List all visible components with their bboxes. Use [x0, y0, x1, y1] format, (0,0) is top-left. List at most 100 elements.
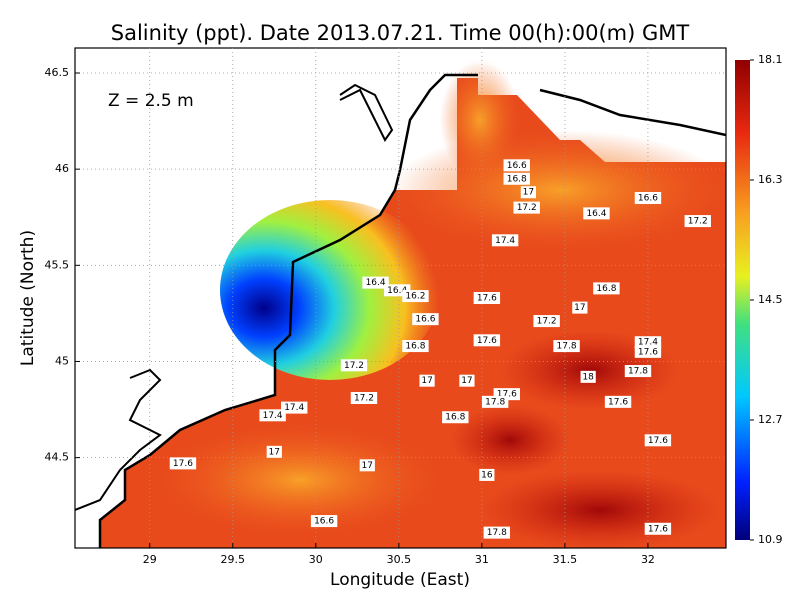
contour-label: 17.6 [648, 524, 668, 534]
contour-label-box [412, 313, 439, 326]
contour-label: 17.4 [638, 338, 658, 348]
contour-label: 16.6 [314, 517, 334, 527]
contour-label-box [340, 359, 368, 372]
contour-label-box [634, 345, 662, 358]
y-tick-label: 45.5 [45, 258, 70, 271]
contour-label: 17.6 [497, 390, 517, 400]
contour-label-box [310, 515, 338, 528]
contour-label-box [503, 159, 530, 172]
colorbar-tick-label: 10.9 [758, 533, 783, 546]
y-tick-label: 46 [55, 162, 69, 175]
contour-label: 17.6 [648, 436, 668, 446]
contour-label: 16.2 [405, 292, 425, 302]
contour-label: 17.2 [537, 317, 557, 327]
colorbar-tick-label: 12.7 [758, 413, 783, 426]
y-tick-label: 44.5 [45, 451, 70, 464]
contour-label: 17.4 [495, 236, 515, 246]
contour-label: 17.4 [284, 403, 304, 413]
depth-annotation: Z = 2.5 m [108, 91, 194, 111]
contour-label-box [350, 392, 378, 404]
contour-label: 17 [461, 376, 472, 386]
contour-label-box [644, 522, 672, 535]
contour-label-box [684, 215, 711, 228]
contour-label: 16.6 [507, 161, 527, 171]
contour-label-box [169, 457, 197, 470]
orange-region [160, 425, 440, 535]
coastline [339, 83, 394, 142]
contour-label-box [593, 282, 620, 295]
x-tick-label: 31 [475, 553, 489, 566]
contour-label-box [479, 468, 495, 481]
contour-label: 17.8 [628, 367, 648, 377]
contour-label-box [644, 434, 672, 447]
contour-label-box [419, 374, 435, 387]
y-tick-label: 46.5 [45, 66, 70, 79]
contour-label: 16.4 [586, 209, 606, 219]
contour-label: 16.8 [405, 342, 425, 352]
contour-label: 16.4 [366, 278, 386, 288]
x-tick-label: 29 [143, 553, 157, 566]
field [75, 60, 726, 548]
contour-label-box [266, 445, 282, 458]
contour-label: 17.6 [608, 397, 628, 407]
y-tick-label: 45 [55, 354, 69, 367]
high-salinity [480, 470, 720, 548]
contour-label-box [359, 459, 375, 472]
colorbar-tick-label: 16.3 [758, 173, 783, 186]
contour-label: 17.6 [477, 336, 497, 346]
contour-label-box [459, 374, 475, 387]
orange-region [440, 60, 520, 180]
contour-label-box [583, 207, 610, 220]
contour-label-box [491, 234, 519, 247]
contour-label-box [402, 340, 429, 353]
contour-label: 17.2 [344, 361, 364, 371]
contour-label-box [259, 409, 286, 422]
contour-label-box [473, 334, 501, 347]
contour-label-box [481, 395, 509, 408]
x-tick-label: 31.5 [553, 553, 578, 566]
contour-label: 17.8 [557, 342, 577, 352]
contour-label: 17.2 [688, 217, 708, 227]
x-tick-label: 29.5 [221, 553, 246, 566]
contour-label: 17.6 [173, 459, 193, 469]
contour-label: 16.6 [415, 315, 435, 325]
y-axis-label: Latitude (North) [18, 230, 38, 366]
contour-label-box [634, 192, 662, 204]
contour-label-box [442, 411, 469, 424]
x-axis-label: Longitude (East) [330, 570, 470, 590]
coastline [539, 88, 726, 137]
coastline [98, 73, 478, 548]
freshwater-plume [220, 200, 440, 380]
contour-label: 16.6 [638, 194, 658, 204]
contour-label: 17 [362, 461, 373, 471]
colorbar-tick-label: 18.1 [758, 53, 783, 66]
contour-label-box [402, 290, 429, 303]
contour-label: 16.8 [596, 284, 616, 294]
contour-label: 17.8 [487, 528, 507, 538]
contour-label: 16.8 [507, 174, 527, 184]
contour-label: 17.2 [517, 203, 537, 213]
contour-label: 17.8 [485, 397, 505, 407]
contour-label-box [513, 201, 540, 214]
contour-label-box [483, 526, 511, 539]
contour-label-box [503, 172, 530, 185]
colorbar-tick-label: 14.5 [758, 293, 783, 306]
contour-label-box [553, 340, 580, 353]
contour-label-box [281, 401, 308, 414]
contour-label: 17 [421, 376, 432, 386]
contour-label: 18 [582, 372, 594, 382]
contour-label-box [572, 301, 588, 314]
contour-label: 17.4 [263, 411, 283, 421]
contour-label: 17.6 [638, 347, 658, 357]
contour-label: 17 [574, 303, 585, 313]
contour-label-box [624, 365, 652, 378]
contour-label: 17 [269, 447, 280, 457]
coastline [75, 368, 162, 511]
contour-label-box [604, 395, 632, 408]
x-tick-label: 30 [309, 553, 323, 566]
chart-title: Salinity (ppt). Date 2013.07.21. Time 00… [111, 21, 690, 45]
plot-frame [74, 47, 727, 549]
contour-label-box [520, 186, 536, 199]
contour-label: 16 [481, 470, 493, 480]
